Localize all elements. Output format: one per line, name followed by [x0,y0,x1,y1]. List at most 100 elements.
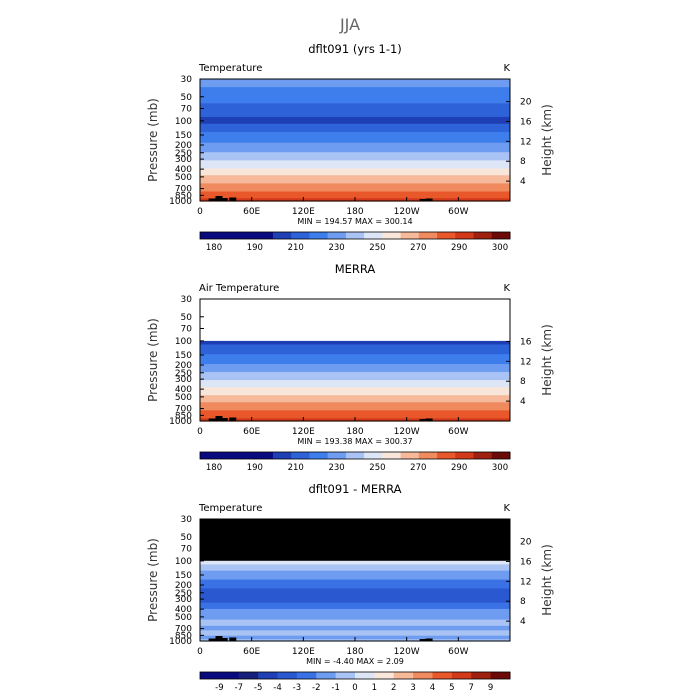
field-band [200,356,510,359]
height-tick-label: 12 [520,137,531,147]
colorbar-swatch [238,672,259,679]
field-band [200,130,510,133]
field-band [200,373,510,376]
field-band [200,571,510,574]
field-band [200,141,510,144]
colorbar-label: 250 [369,463,385,473]
topography [425,418,433,421]
colorbar-swatch [491,232,511,239]
field-band [200,146,510,149]
colorbar-label: -9 [215,683,223,693]
field-band [200,398,510,401]
field-band [200,359,510,362]
field-band [200,140,510,142]
colorbar-swatch [345,232,365,239]
colorbar-swatch [218,232,237,239]
field-band [200,142,510,145]
height-tick-label: 8 [520,377,526,387]
colorbar-swatch [236,232,256,239]
field-band [200,406,510,409]
topography [229,417,237,421]
pressure-tick-label: 50 [181,533,193,543]
field-band [200,153,510,156]
y-axis-label: Pressure (mb) [146,318,160,402]
longitude-tick-label: 180 [346,427,363,437]
panel-title: MERRA [335,262,376,276]
field-band [200,600,510,602]
field-band [200,110,510,113]
field-band [200,383,510,386]
field-band [200,106,510,109]
field-band [200,624,510,627]
pressure-tick-label: 200 [175,581,192,591]
topography [419,419,427,421]
field-band [200,161,510,164]
field-band [200,116,510,119]
pressure-tick-label: 400 [175,165,192,175]
colorbar-label: -1 [331,683,339,693]
field-band [200,394,510,396]
field-band [200,160,510,163]
colorbar-label: 290 [451,463,467,473]
longitude-tick-label: 0 [197,647,203,657]
colorbar-label: 4 [430,683,435,693]
field-band [200,587,510,590]
field-band [200,627,510,630]
colorbar-label: 270 [410,463,426,473]
field-band [200,165,510,168]
field-band [200,380,510,383]
y-axis-label: Pressure (mb) [146,538,160,622]
field-band [200,597,510,599]
colorbar-swatch [219,672,240,679]
longitude-tick-label: 120W [394,647,420,657]
field-band [200,195,510,198]
colorbar-swatch [490,672,511,679]
colorbar-label: 180 [206,243,222,253]
colorbar-swatch [258,672,278,679]
field-band [200,183,510,186]
y-axis-right-label: Height (km) [540,544,554,615]
field-band [200,590,510,592]
field-band [200,632,510,634]
colorbar-label: 0 [352,683,357,693]
field-band [200,172,510,175]
field-band [200,354,510,356]
topography [208,418,216,421]
field-band [200,372,510,374]
field-band [200,392,510,395]
longitude-tick-label: 180 [346,207,363,217]
pressure-tick-label: 250 [175,369,192,379]
colorbar-swatch [418,452,438,459]
height-tick-label: 16 [520,337,532,347]
field-band [200,167,510,170]
field-band [200,352,510,354]
field-band [200,400,510,403]
pressure-tick-label: 300 [175,595,192,605]
field-band [200,563,510,566]
field-band [200,388,510,390]
field-band [200,414,510,417]
field-band [200,623,510,625]
units-label: K [503,63,510,74]
colorbar-swatch [200,672,220,679]
colorbar-swatch [327,232,347,239]
field-band [200,576,510,578]
field-band [200,592,510,595]
field-band [200,382,510,385]
field-band [200,568,510,571]
topography [220,638,228,641]
field-band [200,395,510,397]
colorbar-label: -2 [312,683,320,693]
pressure-tick-label: 100 [175,337,192,347]
field-band [200,609,510,612]
field-band [200,191,510,194]
colorbar-swatch [455,232,475,239]
field-band [200,177,510,180]
colorbar-label: -7 [235,683,243,693]
pressure-tick-label: 850 [175,631,192,641]
field-band [200,96,510,99]
field-band [200,601,510,604]
field-band [200,396,510,398]
min-max-stats: MIN = 194.57 MAX = 300.14 [297,217,412,226]
pressure-tick-label: 100 [175,557,192,567]
